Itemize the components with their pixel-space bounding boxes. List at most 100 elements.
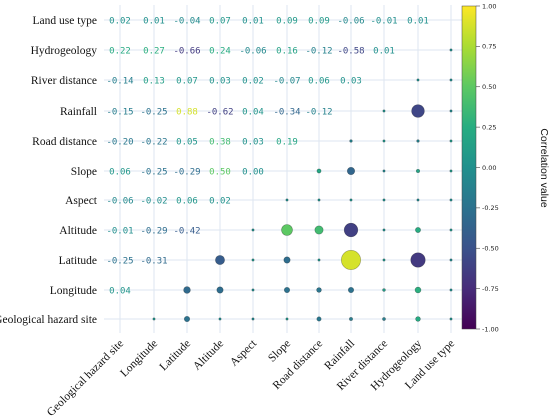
correlation-value: -0.25 <box>140 108 167 118</box>
correlation-value: 0.16 <box>276 47 298 57</box>
correlation-value: -0.02 <box>140 197 167 207</box>
correlation-value: 0.04 <box>242 108 264 118</box>
row-label: Hydrogeology <box>31 45 98 57</box>
correlation-circle <box>382 288 386 292</box>
column-label: Longitude <box>118 338 160 380</box>
correlation-circle <box>347 286 355 294</box>
correlation-value: 0.06 <box>308 77 330 87</box>
column-labels: Geological hazard siteLongitudeLatitudeA… <box>45 337 457 416</box>
correlation-circle <box>343 222 359 238</box>
correlation-circle <box>449 48 453 52</box>
row-label: Altitude <box>59 225 97 237</box>
correlation-value: -0.22 <box>140 138 167 148</box>
correlation-value: 0.03 <box>340 77 362 87</box>
row-label: Latitude <box>59 255 97 267</box>
colorbar-tick-label: 0.75 <box>482 43 496 51</box>
correlation-circle <box>216 286 224 294</box>
colorbar-label: Correlation value <box>538 128 550 208</box>
correlation-circle <box>382 258 386 262</box>
correlation-value: -0.34 <box>273 108 300 118</box>
column-label: Aspect <box>228 337 260 369</box>
lower-triangle-circles <box>152 48 453 323</box>
correlation-value: 0.05 <box>176 138 198 148</box>
correlation-circle <box>449 258 453 262</box>
correlation-circle <box>382 228 386 232</box>
correlation-value: 0.19 <box>276 138 298 148</box>
row-label: Rainfall <box>60 106 97 118</box>
correlation-circle <box>415 168 421 174</box>
correlation-value: -0.06 <box>106 197 133 207</box>
correlation-value: -0.01 <box>106 227 133 237</box>
colorbar-tick-label: -0.75 <box>482 285 499 293</box>
row-label: River distance <box>31 75 97 87</box>
colorbar-tick-label: -1.00 <box>482 325 499 333</box>
colorbar-tick-label: 1.00 <box>482 2 496 10</box>
correlation-value: -0.42 <box>173 227 200 237</box>
correlation-value: -0.25 <box>106 257 133 267</box>
correlation-circle <box>346 166 356 176</box>
correlation-value: 0.38 <box>209 138 231 148</box>
correlation-value: -0.31 <box>140 257 167 267</box>
correlation-circle <box>382 198 386 202</box>
correlation-circle <box>449 169 453 173</box>
correlation-value: 0.01 <box>407 17 429 27</box>
correlation-value: 0.24 <box>209 47 231 57</box>
colorbar-tick-label: 0.25 <box>482 123 496 131</box>
correlation-circle <box>316 168 322 174</box>
correlation-circle <box>415 316 421 322</box>
correlation-value: 0.01 <box>143 17 165 27</box>
correlation-value: 0.02 <box>242 77 264 87</box>
correlation-value: 0.01 <box>373 47 395 57</box>
correlation-circle <box>410 252 426 268</box>
correlation-circle <box>449 78 453 82</box>
correlation-value: -0.62 <box>206 108 233 118</box>
row-label: Land use type <box>32 15 97 27</box>
correlation-circle <box>382 109 386 113</box>
colorbar-tick-label: -0.25 <box>482 204 499 212</box>
correlation-value: -0.04 <box>173 17 200 27</box>
row-label: Slope <box>71 166 97 178</box>
row-label: Geological hazard site <box>0 314 97 326</box>
correlation-value: -0.29 <box>173 168 200 178</box>
column-label: Geological hazard site <box>45 338 126 416</box>
correlation-value: 0.07 <box>176 77 198 87</box>
correlation-circle <box>416 198 420 202</box>
correlation-value: 0.22 <box>109 47 131 57</box>
correlation-value: 0.07 <box>209 17 231 27</box>
correlation-circle <box>449 317 453 321</box>
correlation-circle <box>251 258 255 262</box>
correlation-value: 0.03 <box>242 138 264 148</box>
correlation-circle <box>285 317 289 321</box>
correlation-circle <box>349 317 353 321</box>
correlation-value: -0.12 <box>305 108 332 118</box>
correlation-value: 0.04 <box>109 287 131 297</box>
correlation-value: -0.06 <box>337 17 364 27</box>
correlation-value: 0.09 <box>276 17 298 27</box>
correlation-circle <box>349 139 353 143</box>
upper-triangle-values: 0.02 0.01 -0.04 0.07 0.01 0.09 0.09 -0.06 -0.01 0… <box>106 17 428 297</box>
correlation-circle <box>416 139 420 143</box>
correlation-circle <box>281 224 293 236</box>
correlation-circle <box>416 78 420 82</box>
colorbar: 1.00 0.75 0.50 0.25 0.00 -0.25 -0.50 -0.75 -1.00 <box>461 2 499 333</box>
correlation-circle <box>251 317 255 321</box>
correlation-value: 0.00 <box>242 168 264 178</box>
column-label: Slope <box>266 338 293 365</box>
correlation-circle <box>251 288 255 292</box>
correlation-circle <box>449 198 453 202</box>
correlation-value: -0.14 <box>106 77 133 87</box>
correlation-value: -0.06 <box>239 47 266 57</box>
correlation-circle <box>317 198 321 202</box>
correlation-value: -0.66 <box>173 47 200 57</box>
row-label: Longitude <box>50 285 97 297</box>
correlation-value: -0.25 <box>140 168 167 178</box>
correlation-value: 0.88 <box>176 108 198 118</box>
correlation-value: 0.02 <box>109 17 131 27</box>
correlation-value: -0.01 <box>370 17 397 27</box>
correlation-value: 0.09 <box>308 17 330 27</box>
correlation-value: 0.13 <box>143 77 165 87</box>
correlation-circle <box>415 227 421 233</box>
correlation-circle <box>317 258 321 262</box>
correlation-value: 0.02 <box>209 197 231 207</box>
